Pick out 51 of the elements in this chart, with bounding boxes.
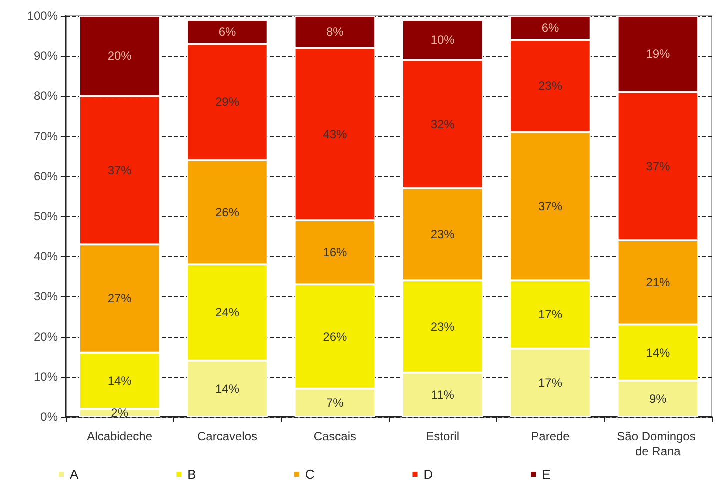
data-label: 16%: [323, 246, 348, 260]
data-label: 14%: [215, 382, 240, 396]
data-label: 21%: [646, 276, 670, 290]
data-label: 11%: [431, 388, 455, 402]
data-label: 29%: [215, 95, 240, 110]
x-tick-label: Alcabideche: [87, 430, 153, 444]
data-label: 14%: [108, 374, 132, 388]
data-label: 23%: [430, 228, 456, 242]
data-label: 19%: [646, 47, 670, 62]
data-label: 23%: [430, 320, 456, 334]
data-label: 37%: [108, 163, 132, 178]
data-label: 9%: [649, 392, 668, 406]
data-label: 17%: [538, 376, 563, 390]
legend-label: C: [305, 467, 315, 482]
y-tick-label: 10%: [34, 370, 58, 384]
data-label: 7%: [326, 396, 344, 410]
x-tick-label: Carcavelos: [197, 430, 258, 444]
data-label: 6%: [218, 25, 236, 40]
data-label: 8%: [326, 25, 344, 40]
x-tick-label: Parede: [531, 430, 570, 444]
data-label: 26%: [323, 330, 348, 344]
y-tick-label: 0%: [40, 410, 58, 424]
y-tick-label: 50%: [34, 210, 58, 224]
y-tick-label: 60%: [34, 169, 58, 184]
y-tick-label: 30%: [34, 290, 58, 304]
x-tick-label: São Domingos de Rana: [617, 430, 700, 458]
legend-label: A: [70, 467, 79, 482]
legend-label: B: [188, 467, 196, 482]
data-label: 26%: [215, 205, 240, 220]
y-tick-label: 80%: [34, 89, 58, 104]
y-tick-label: 20%: [34, 330, 58, 344]
data-label: 17%: [538, 308, 563, 322]
data-label: 27%: [108, 292, 132, 306]
data-label: 23%: [538, 79, 563, 94]
data-label: 14%: [646, 346, 670, 360]
data-label: 37%: [538, 199, 563, 214]
legend-label: D: [424, 467, 434, 482]
y-tick-label: 90%: [34, 49, 58, 64]
data-label: 43%: [323, 127, 348, 142]
y-tick-label: 40%: [34, 250, 58, 264]
y-tick-label: 100%: [27, 9, 58, 23]
data-label: 32%: [430, 117, 456, 132]
data-label: 37%: [646, 159, 670, 174]
data-label: 6%: [542, 21, 560, 36]
data-label: 24%: [215, 306, 240, 320]
data-label: 20%: [108, 49, 132, 64]
x-tick-label: Estoril: [426, 430, 460, 444]
data-label: 10%: [430, 33, 456, 48]
x-tick-label: Cascais: [314, 430, 357, 444]
y-tick-label: 70%: [34, 129, 58, 144]
legend-label: E: [542, 467, 552, 482]
